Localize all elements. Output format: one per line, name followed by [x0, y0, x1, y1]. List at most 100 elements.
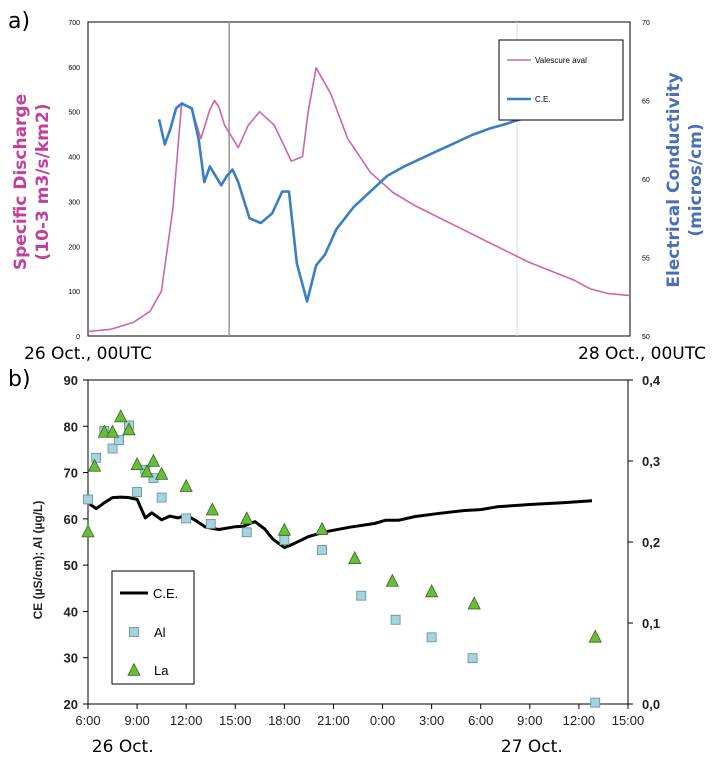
la-point-marker [127, 662, 141, 676]
y-tick-label-a: 400 [68, 155, 80, 162]
y-tick-label-b: 60 [64, 512, 78, 527]
chart-a-discharge-conductivity: 0 100 200 300 400 500 600 700 50 55 60 65 70 Specific… [11, 20, 706, 364]
x-tick-label-b: 18:00 [268, 713, 301, 728]
al-point-marker [590, 697, 601, 708]
y2-tick-label-a: 65 [642, 99, 650, 106]
al-point-marker [132, 487, 142, 497]
y-tick-label-b: 40 [64, 604, 78, 619]
y2-tick-label-a: 55 [642, 256, 650, 263]
x-tick-label-b: 0:00 [370, 713, 395, 728]
x-tick-label-b: 6:00 [468, 713, 493, 728]
y-tick-label-b: 30 [64, 651, 78, 666]
al-point-marker [91, 452, 102, 463]
legend-b-label: La [154, 663, 169, 678]
la-point-marker [424, 584, 439, 598]
y-axis-title-line: Specific Discharge [11, 94, 31, 270]
al-point-marker [114, 435, 124, 446]
x-tick-label-b: 15:00 [612, 713, 645, 728]
y2-tick-label-a: 50 [642, 334, 650, 341]
al-point-marker [317, 544, 327, 555]
la-point-marker [385, 573, 400, 587]
x-tick-label-b: 12:00 [170, 713, 203, 728]
la-point-marker [348, 550, 362, 564]
al-point-marker [390, 614, 401, 625]
y2-axis-title-line: (micros/cm) [686, 123, 706, 236]
la-point-marker [97, 424, 112, 438]
al-point-marker [241, 527, 252, 538]
y-tick-label-a: 100 [68, 289, 80, 296]
y-tick-label-a: 0 [76, 334, 80, 341]
la-point-marker [114, 409, 128, 423]
al-point-marker [83, 494, 93, 505]
x-tick-label-b: 15:00 [219, 713, 252, 728]
la-point-marker [277, 522, 292, 536]
la-point-marker [240, 511, 254, 525]
la-point-marker [467, 596, 481, 610]
discharge-series-line [87, 67, 631, 333]
la-point-marker [130, 456, 144, 471]
y2-tick-label-b: 0,4 [642, 373, 661, 388]
date-label-b: 27 Oct. [501, 737, 563, 757]
la-point-marker [315, 521, 329, 535]
y-tick-label-a: 700 [68, 20, 80, 27]
y-axis-title-line: (10-3 m3/s/km2) [33, 104, 53, 261]
y2-tick-label-b: 0,2 [642, 535, 660, 550]
la-point-marker [105, 424, 120, 438]
legend-a-label: C.E. [535, 95, 551, 104]
legend-b: C.E. Al La [111, 570, 195, 685]
al-point-marker [279, 535, 290, 546]
y2-tick-label-a: 60 [642, 177, 650, 184]
y-tick-label-b: 90 [64, 373, 78, 388]
x-end-label-a: 28 Oct., 00UTC [578, 344, 706, 364]
al-point-marker [129, 627, 139, 637]
x-tick-label-b: 21:00 [317, 713, 350, 728]
la-point-marker [87, 458, 102, 472]
x-tick-label-b: 12:00 [563, 713, 596, 728]
conductivity-series-line [157, 102, 535, 303]
x-tick-label-b: 9:00 [517, 713, 542, 728]
chart-b-ce-al-la: 20 30 40 50 60 70 80 90 0,0 0,1 0,2 0,3 0,4 6:00 9:00 1… [31, 373, 661, 757]
al-point-marker [181, 513, 192, 524]
y2-tick-label-b: 0,0 [642, 697, 660, 712]
panel-a-label: a) [8, 9, 30, 34]
al-point-marker [467, 653, 478, 664]
legend-b-label: Al [154, 625, 166, 640]
legend-b-box [111, 570, 195, 685]
legend-a-box [498, 39, 624, 121]
plot-frame-a [87, 21, 631, 337]
la-point-marker [154, 466, 169, 480]
al-point-marker [156, 492, 167, 503]
legend-b-label: C.E. [153, 586, 178, 601]
la-point-marker [205, 502, 220, 516]
la-point-marker [179, 478, 193, 492]
y2-tick-label-b: 0,1 [642, 616, 660, 631]
x-start-label-a: 26 Oct., 00UTC [24, 344, 152, 364]
y-tick-label-a: 600 [68, 65, 80, 72]
date-label-b: 26 Oct. [92, 737, 154, 757]
y-tick-label-a: 200 [68, 244, 80, 251]
legend-a: Valescure aval C.E. [498, 39, 624, 121]
y-tick-label-a: 300 [68, 199, 80, 206]
la-point-marker [140, 464, 154, 478]
y-tick-label-b: 20 [64, 697, 78, 712]
al-point-marker [205, 519, 216, 529]
y-axis-title-a: Specific Discharge (10-3 m3/s/km2) [11, 94, 53, 270]
ce-series-line [88, 495, 593, 550]
panel-b-label: b) [8, 367, 31, 392]
la-point-marker [146, 453, 161, 467]
legend-a-label: Valescure aval [535, 56, 587, 65]
x-tick-label-b: 3:00 [419, 713, 444, 728]
y-tick-label-b: 80 [64, 419, 78, 434]
al-point-marker [426, 632, 437, 643]
al-point-marker [356, 590, 367, 601]
y2-tick-label-b: 0,3 [642, 454, 660, 469]
y-tick-label-b: 70 [64, 466, 78, 481]
y-axis-title-b: CE (µS/cm); Al (µg/L) [31, 501, 45, 620]
y2-axis-title-line: Electrical Conductivity [664, 72, 684, 287]
y-tick-label-a: 500 [68, 110, 80, 117]
y2-axis-title-a: Electrical Conductivity (micros/cm) [664, 72, 706, 287]
la-point-marker [122, 422, 136, 436]
x-tick-label-b: 6:00 [75, 713, 100, 728]
